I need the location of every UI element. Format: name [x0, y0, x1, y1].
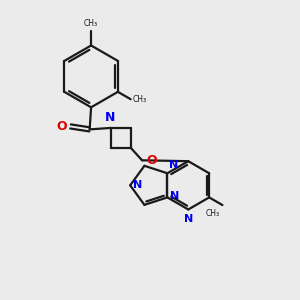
Text: N: N [169, 160, 178, 170]
Text: N: N [105, 111, 116, 124]
Text: N: N [184, 214, 193, 224]
Text: O: O [56, 120, 67, 133]
Text: N: N [133, 180, 142, 190]
Text: CH₃: CH₃ [206, 208, 220, 217]
Text: CH₃: CH₃ [133, 95, 147, 104]
Text: CH₃: CH₃ [84, 19, 98, 28]
Text: O: O [146, 154, 157, 167]
Text: N: N [170, 191, 179, 201]
